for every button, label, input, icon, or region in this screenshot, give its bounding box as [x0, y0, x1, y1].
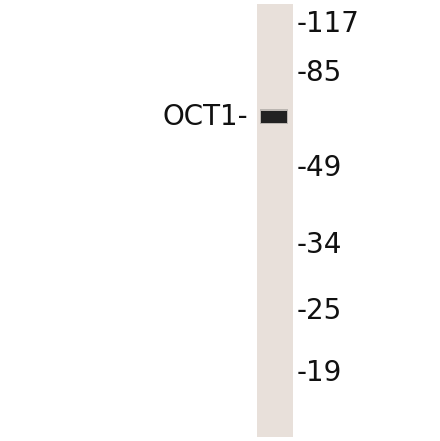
- Text: -19: -19: [297, 359, 342, 387]
- Bar: [261, 111, 287, 123]
- Bar: [257, 4, 293, 437]
- Text: -117: -117: [297, 10, 360, 38]
- Text: -85: -85: [297, 59, 342, 87]
- Text: -34: -34: [297, 231, 342, 259]
- Bar: [260, 109, 288, 124]
- Text: -49: -49: [297, 153, 342, 182]
- Text: -25: -25: [297, 297, 342, 325]
- Text: OCT1-: OCT1-: [163, 103, 249, 131]
